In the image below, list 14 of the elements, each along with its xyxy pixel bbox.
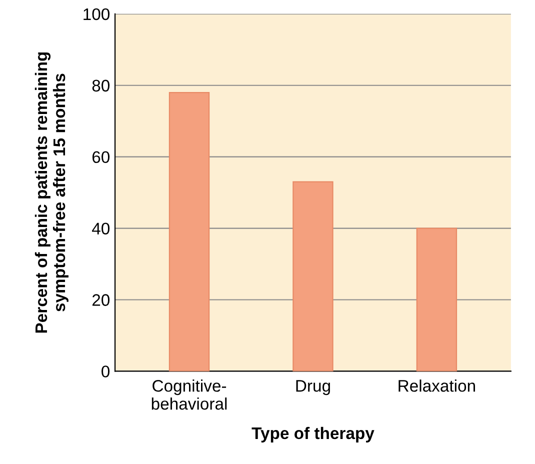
bar — [292, 181, 334, 372]
y-tick-label: 20 — [92, 294, 110, 306]
y-tick-label: 100 — [84, 8, 110, 20]
y-tick-label: 0 — [102, 366, 110, 378]
x-tick-label: Relaxation — [398, 380, 475, 392]
x-axis-title: Type of therapy — [252, 426, 374, 442]
y-tick-label: 40 — [92, 222, 110, 234]
x-tick-label: Cognitive- behavioral — [152, 380, 227, 410]
y-tick-label: 60 — [92, 151, 110, 164]
y-axis-title: Percent of panic patients remaining symptom-free after 15 months — [34, 52, 68, 333]
bar — [416, 228, 458, 372]
bar — [168, 92, 210, 372]
x-tick-label: Drug — [296, 380, 330, 396]
y-tick-label: 80 — [92, 80, 110, 92]
